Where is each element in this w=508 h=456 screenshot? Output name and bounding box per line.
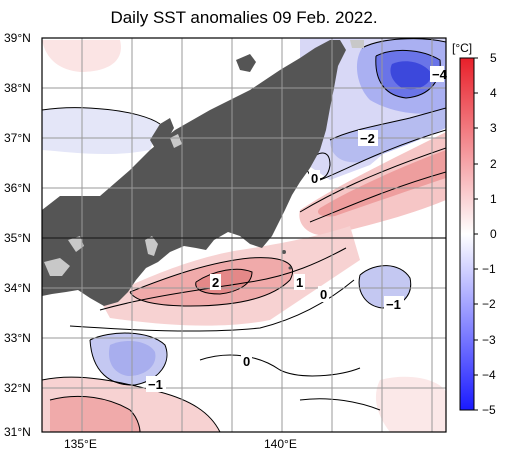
- contour-label: −1: [386, 297, 401, 312]
- japan-land: [42, 40, 364, 306]
- contour-label-group: −4 −2 0 2 1 0 −1 0 −1: [146, 66, 448, 392]
- lat-label: 38°N: [4, 81, 31, 95]
- colorbar-tick: 1: [490, 192, 497, 206]
- colorbar-unit: [°C]: [452, 41, 472, 55]
- longitude-axis: 135°E 140°E: [64, 437, 297, 451]
- contour-label: −2: [360, 131, 375, 146]
- contour-label: 0: [320, 287, 327, 302]
- lat-label: 36°N: [4, 181, 31, 195]
- lat-label: 35°N: [4, 231, 31, 245]
- colorbar-tick: −2: [482, 297, 496, 311]
- lat-label: 37°N: [4, 131, 31, 145]
- lon-label: 140°E: [264, 437, 297, 451]
- lat-label: 32°N: [4, 381, 31, 395]
- map-title: Daily SST anomalies 09 Feb. 2022.: [110, 8, 378, 27]
- colorbar-tick: 0: [490, 227, 497, 241]
- colorbar: [°C] 5 4 3 2 1 0 −1 −2 −3 −4 −5: [452, 41, 497, 417]
- colorbar-tick: 2: [490, 157, 497, 171]
- lon-label: 135°E: [64, 437, 97, 451]
- colorbar-tick: −1: [482, 262, 496, 276]
- colorbar-tick: 3: [490, 121, 497, 135]
- colorbar-tick: 4: [490, 86, 497, 100]
- contour-label: 2: [212, 275, 219, 290]
- lat-label: 34°N: [4, 281, 31, 295]
- contour-label: −1: [148, 377, 163, 392]
- contour-label: −4: [432, 67, 448, 82]
- colorbar-tick: −3: [482, 333, 496, 347]
- colorbar-tick: −4: [482, 368, 496, 382]
- colorbar-tick: 5: [490, 51, 497, 65]
- lat-label: 31°N: [4, 425, 31, 439]
- contour-label: 1: [296, 275, 303, 290]
- colorbar-gradient: [459, 57, 475, 411]
- map-frame: [41, 37, 447, 433]
- contour-label: 0: [243, 354, 250, 369]
- lat-label: 39°N: [4, 31, 31, 45]
- contour-label: 0: [311, 171, 318, 186]
- map-area: [42, 38, 446, 432]
- colorbar-tick: −5: [482, 403, 496, 417]
- lat-label: 33°N: [4, 331, 31, 345]
- latitude-axis: 39°N 38°N 37°N 36°N 35°N 34°N 33°N 32°N …: [4, 31, 31, 439]
